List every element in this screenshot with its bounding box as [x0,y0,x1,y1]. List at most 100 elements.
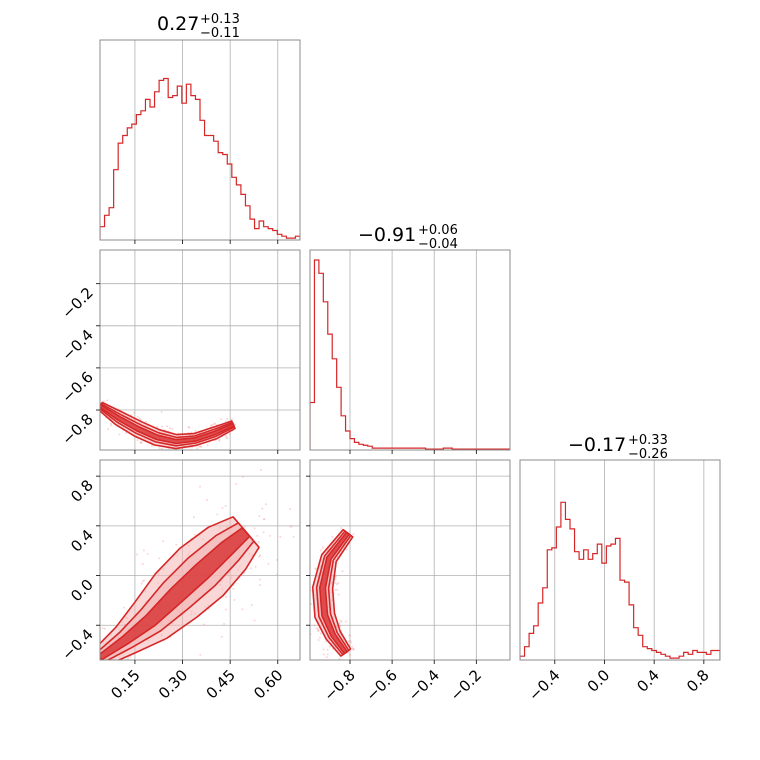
scatter-point [262,531,265,534]
scatter-point [289,508,292,511]
scatter-point [338,622,341,625]
scatter-point [205,499,208,502]
scatter-point [321,546,324,549]
scatter-point [198,445,201,448]
scatter-point [292,535,295,538]
frame-layer [99,39,721,661]
scatter-point [185,451,187,453]
scatter-point [95,414,97,416]
scatter-point [161,425,164,428]
scatter-point [243,525,246,528]
scatter-point [218,438,221,441]
scatter-point [318,636,321,639]
scatter-point [340,620,343,623]
data-layer [90,77,720,673]
scatter-point [129,655,132,658]
scatter-point [337,582,340,585]
scatter-point [110,424,113,427]
scatter-point [340,527,343,530]
scatter-point [249,567,252,570]
scatter-point [206,444,209,447]
scatter-point [326,648,329,651]
scatter-point [104,671,106,673]
scatter-point [136,439,139,442]
scatter-point [151,444,154,447]
title-2-minus: −0.26 [628,447,668,462]
scatter-point [261,507,264,510]
pair-0-1 [94,399,236,454]
scatter-point [110,422,113,425]
scatter-point [94,402,96,404]
scatter-point [258,515,261,518]
scatter-point [262,518,265,521]
scatter-point [223,622,226,625]
scatter-point [192,516,195,519]
scatter-point [263,518,266,521]
scatter-point [211,423,214,426]
scatter-point [253,527,256,530]
scatter-point [228,433,231,436]
scatter-point [350,645,353,648]
scatter-point [101,627,104,630]
scatter-point [334,575,337,578]
scatter-point [308,614,310,616]
panel-frame-0-0 [99,39,301,241]
histogram-2 [520,501,720,660]
scatter-point [225,608,228,611]
scatter-point [169,427,172,430]
scatter-point [349,641,352,644]
scatter-point [225,436,228,439]
scatter-point [136,553,139,556]
xtick-label-0-3: 0.60 [250,666,286,702]
scatter-point [213,422,216,425]
scatter-point [230,418,233,421]
panel-frame-2-0 [99,459,301,661]
scatter-point [314,567,317,570]
title-0-minus: −0.11 [200,26,240,41]
scatter-point [328,645,331,648]
scatter-point [90,654,92,656]
scatter-point [199,653,202,656]
title-1-base: −0.91 [358,224,416,246]
scatter-point [139,418,142,421]
scatter-point [216,513,219,516]
scatter-point [307,586,309,588]
scatter-point [317,629,320,632]
scatter-point [317,629,320,632]
scatter-point [254,565,257,568]
scatter-point [221,506,224,509]
scatter-point [220,418,223,421]
scatter-point [156,426,159,429]
scatter-point [335,583,338,586]
scatter-point [351,667,353,669]
scatter-point [144,420,147,423]
title-param-1: −0.91 +0.06 −0.04 [358,223,458,252]
histogram-1 [310,259,510,450]
title-0-base: 0.27 [157,13,199,35]
scatter-point [224,505,227,508]
scatter-point [339,625,342,628]
scatter-point [356,663,358,665]
title-1-minus: −0.04 [418,237,458,252]
scatter-point [194,429,197,432]
scatter-point [337,660,339,662]
scatter-point [203,623,206,626]
scatter-point [349,654,352,657]
xtick-label-1-0: −0.8 [320,666,358,704]
scatter-point [107,428,110,431]
scatter-point [233,598,236,601]
scatter-point [250,604,253,607]
scatter-point [109,661,111,663]
scatter-point [160,452,162,454]
scatter-point [334,581,337,584]
scatter-point [126,657,129,660]
scatter-point [264,503,267,506]
scatter-point [319,632,322,635]
xtick-label-2-0: −0.4 [525,666,563,704]
scatter-point [241,608,244,611]
scatter-point [114,666,116,668]
ytick-label-2-1: 0.0 [67,576,97,606]
scatter-point [160,410,163,413]
scatter-point [171,427,174,430]
